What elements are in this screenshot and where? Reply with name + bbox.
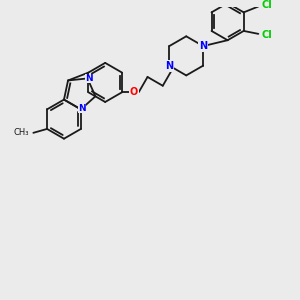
Text: Cl: Cl: [261, 0, 272, 10]
Text: N: N: [85, 74, 93, 83]
Text: N: N: [165, 61, 173, 70]
Text: CH₃: CH₃: [14, 128, 29, 137]
Text: O: O: [130, 87, 138, 97]
Text: Cl: Cl: [261, 30, 272, 40]
Text: N: N: [199, 41, 207, 51]
Text: N: N: [78, 104, 86, 113]
